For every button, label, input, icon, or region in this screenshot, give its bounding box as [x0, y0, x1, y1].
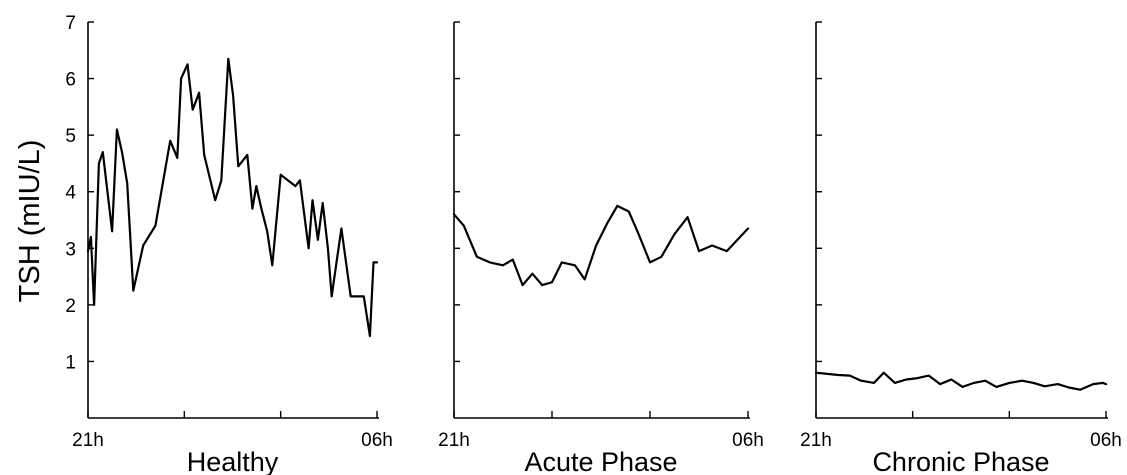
series-line-healthy — [86, 57, 379, 338]
y-tick-label: 1 — [65, 352, 76, 373]
x-tick-label-start: 21h — [800, 430, 832, 451]
y-tick-label: 4 — [65, 183, 76, 204]
panel-healthy: 1 2 3 4 5 6 7 21h 06h Healthy — [65, 13, 392, 475]
panel-title: Healthy — [187, 447, 279, 475]
x-tick-label-start: 21h — [438, 430, 470, 451]
y-axis-title: TSH (mIU/L) — [14, 140, 46, 303]
y-tick-label: 6 — [65, 70, 76, 91]
y-tick-label: 5 — [65, 126, 76, 147]
y-tick-label: 7 — [65, 13, 76, 34]
series-line-acute — [452, 204, 750, 287]
panel-chronic: 21h 06h Chronic Phase — [800, 21, 1122, 475]
y-tick-label: 3 — [65, 239, 76, 260]
x-tick-label-end: 06h — [361, 430, 393, 451]
y-tick-label: 2 — [65, 296, 76, 317]
x-tick-label-end: 06h — [1090, 430, 1122, 451]
panel-title: Chronic Phase — [872, 447, 1049, 475]
series-line-chronic — [814, 371, 1108, 391]
panel-acute: 21h 06h Acute Phase — [438, 21, 764, 475]
x-tick-label-end: 06h — [732, 430, 764, 451]
x-tick-label-start: 21h — [72, 430, 104, 451]
panel-title: Acute Phase — [524, 447, 677, 475]
